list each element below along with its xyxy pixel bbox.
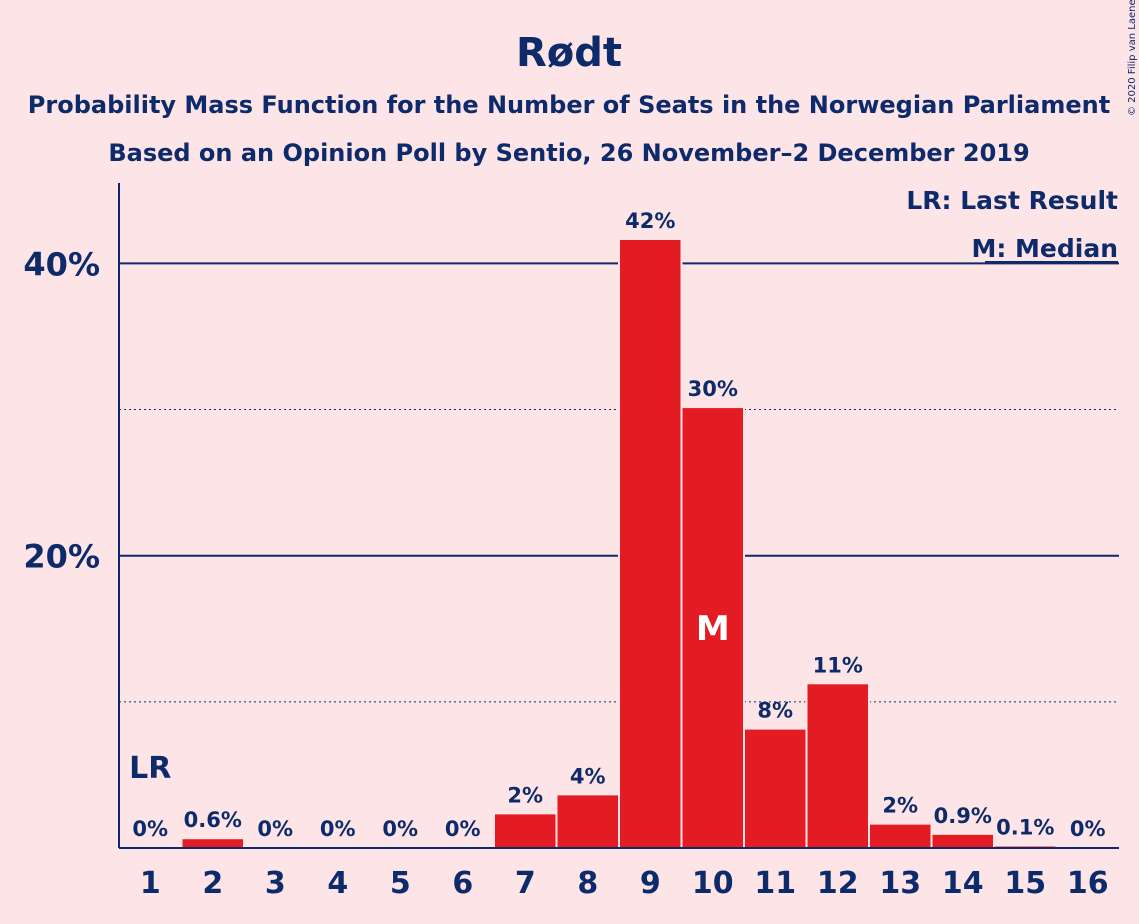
x-tick-label-16: 16 bbox=[1067, 866, 1109, 901]
data-label-seat-6: 0% bbox=[445, 817, 481, 841]
data-label-seat-14: 0.9% bbox=[934, 804, 992, 828]
bar-seat-14 bbox=[932, 834, 993, 848]
data-labels: 0% LR 0.6% 0% 0% 0% 0% 2% 4% 42% 30% M 8% 11% 2% 0.9% 0.… bbox=[129, 209, 1105, 841]
bar-seat-7 bbox=[495, 814, 556, 848]
x-tick-label-6: 6 bbox=[452, 866, 473, 901]
copyright-note: © 2020 Filip van Laenen bbox=[1127, 0, 1138, 116]
bar-seat-11 bbox=[745, 729, 806, 848]
data-label-seat-12: 11% bbox=[813, 653, 863, 677]
data-label-seat-11: 8% bbox=[757, 699, 793, 723]
bar-seat-10 bbox=[682, 408, 743, 848]
x-tick-label-9: 9 bbox=[640, 866, 661, 901]
x-tick-label-3: 3 bbox=[265, 866, 286, 901]
x-tick-label-7: 7 bbox=[515, 866, 536, 901]
data-label-seat-5: 0% bbox=[382, 817, 418, 841]
x-tick-label-10: 10 bbox=[692, 866, 734, 901]
x-tick-label-4: 4 bbox=[327, 866, 348, 901]
data-label-seat-8: 4% bbox=[570, 764, 606, 788]
bar-seat-8 bbox=[557, 795, 618, 848]
data-label-seat-3: 0% bbox=[257, 817, 293, 841]
x-tick-label-1: 1 bbox=[140, 866, 161, 901]
bar-seat-2 bbox=[182, 839, 243, 848]
data-label-seat-4: 0% bbox=[320, 817, 356, 841]
median-marker: M bbox=[696, 609, 730, 649]
data-label-seat-7: 2% bbox=[507, 783, 543, 807]
x-tick-label-8: 8 bbox=[577, 866, 598, 901]
x-tick-label-11: 11 bbox=[754, 866, 796, 901]
data-label-seat-2: 0.6% bbox=[184, 808, 242, 832]
x-tick-label-13: 13 bbox=[879, 866, 921, 901]
x-tick-label-14: 14 bbox=[942, 866, 984, 901]
data-label-seat-9: 42% bbox=[625, 209, 675, 233]
x-axis-ticks: 1 2 3 4 5 6 7 8 9 10 11 12 13 14 15 16 bbox=[140, 866, 1109, 901]
last-result-marker: LR bbox=[129, 751, 171, 786]
bar-seat-9 bbox=[620, 240, 681, 848]
x-tick-label-15: 15 bbox=[1004, 866, 1046, 901]
bars bbox=[180, 218, 1058, 848]
y-tick-label: 40% bbox=[23, 245, 100, 283]
legend-last-result: LR: Last Result bbox=[906, 186, 1118, 215]
data-label-seat-13: 2% bbox=[882, 794, 918, 818]
y-tick-label: 20% bbox=[23, 538, 100, 576]
chart-title: Rødt bbox=[516, 30, 622, 76]
x-tick-label-5: 5 bbox=[390, 866, 411, 901]
data-label-seat-1: 0% bbox=[132, 817, 168, 841]
data-label-seat-16: 0% bbox=[1070, 817, 1106, 841]
data-label-seat-15: 0.1% bbox=[996, 816, 1054, 840]
x-tick-label-2: 2 bbox=[202, 866, 223, 901]
bar-seat-12 bbox=[807, 684, 868, 848]
chart-subtitle-poll: Based on an Opinion Poll by Sentio, 26 N… bbox=[108, 139, 1029, 167]
data-label-seat-10: 30% bbox=[688, 377, 738, 401]
y-axis-ticks: 20% 40% bbox=[23, 245, 100, 575]
bar-seat-13 bbox=[870, 824, 931, 848]
bar-gap bbox=[993, 824, 1058, 848]
x-tick-label-12: 12 bbox=[817, 866, 859, 901]
legend-median: M: Median bbox=[971, 234, 1118, 263]
chart-subtitle: Probability Mass Function for the Number… bbox=[28, 91, 1110, 119]
